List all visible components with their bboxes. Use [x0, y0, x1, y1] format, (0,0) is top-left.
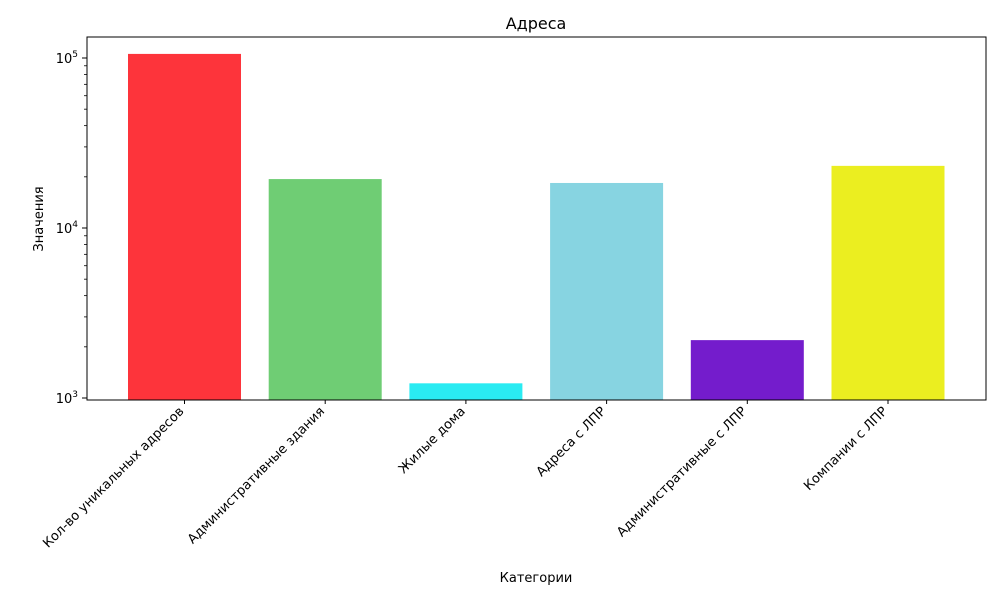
x-tick-label: Жилые дома	[396, 404, 469, 477]
y-tick-label: 104	[56, 220, 79, 237]
axes-frame	[86, 36, 987, 401]
bar	[550, 182, 664, 400]
bar	[831, 165, 945, 400]
y-axis-label: Значения	[32, 186, 47, 251]
x-axis-ticks: Кол-во уникальных адресовАдминистративны…	[40, 400, 891, 551]
x-tick-label: Кол-во уникальных адресов	[40, 404, 187, 551]
x-tick-label: Адреса с ЛПР	[534, 404, 610, 480]
y-axis-ticks: 103 104 105	[56, 50, 87, 407]
bar	[128, 53, 241, 400]
y-tick-label: 103	[56, 390, 78, 407]
bars-group	[128, 53, 945, 400]
bar	[690, 340, 804, 400]
x-tick-label: Административные здания	[185, 404, 328, 547]
x-axis-label: Категории	[500, 571, 573, 586]
bar	[268, 179, 382, 400]
x-tick-label: Административные с ЛПР	[614, 404, 750, 540]
bar	[409, 383, 523, 400]
chart-title: Адреса	[506, 14, 567, 33]
y-tick-label: 105	[56, 50, 78, 67]
x-tick-label: Компании с ЛПР	[801, 404, 891, 494]
